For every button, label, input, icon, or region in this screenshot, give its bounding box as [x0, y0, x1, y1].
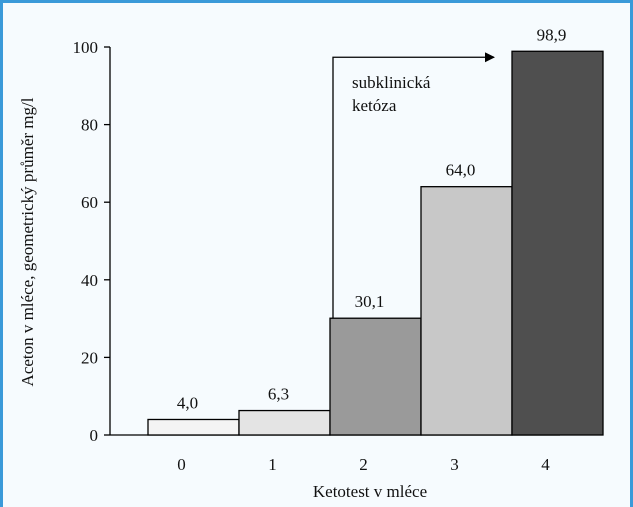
bar [329, 317, 422, 436]
y-tick-label: 80 [81, 116, 98, 135]
bar [238, 409, 331, 436]
bars [147, 50, 604, 436]
y-tick-label: 60 [81, 193, 98, 212]
y-tick-label: 0 [90, 426, 99, 445]
bar [147, 418, 240, 436]
y-tick-label: 20 [81, 348, 98, 367]
x-tick-label: 2 [359, 455, 368, 474]
bar-value-label: 98,9 [537, 25, 567, 44]
bar-value-label: 4,0 [177, 393, 198, 412]
bar [420, 186, 513, 436]
x-axis-title: Ketotest v mléce [313, 482, 427, 501]
x-tick-label: 1 [268, 455, 277, 474]
x-tick-label: 3 [450, 455, 459, 474]
bar [511, 50, 604, 436]
bar-value-labels: 4,0 6,3 30,1 64,0 98,9 [177, 25, 567, 412]
x-tick-label: 4 [541, 455, 550, 474]
y-tick-label: 40 [81, 271, 98, 290]
bar-value-label: 30,1 [355, 292, 385, 311]
y-tick-label: 100 [73, 38, 99, 57]
y-ticks: 0 20 40 60 80 100 [73, 38, 110, 445]
x-tick-label: 0 [177, 455, 186, 474]
bar-value-label: 6,3 [268, 385, 289, 404]
x-tick-labels: 0 1 2 3 4 [177, 455, 550, 474]
y-axis-title: Aceton v mléce, geometrický průměr mg/l [18, 97, 37, 386]
annotation-line-1: subklinická [352, 73, 431, 92]
bar-value-label: 64,0 [446, 161, 476, 180]
subclinical-ketosis-arrow [332, 52, 495, 319]
annotation-line-2: ketóza [352, 96, 397, 115]
